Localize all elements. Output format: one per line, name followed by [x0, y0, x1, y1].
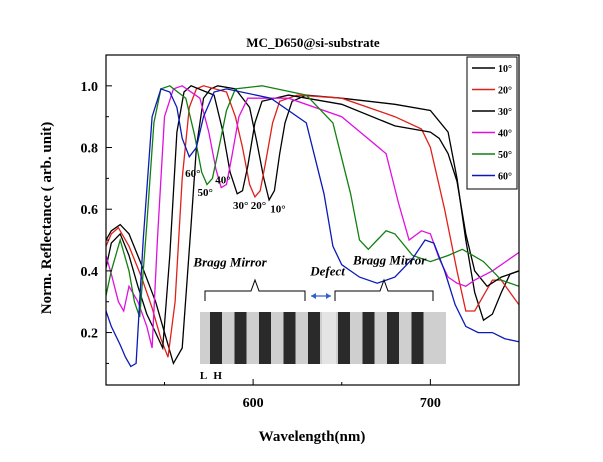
inset-dark-layer	[283, 312, 296, 364]
plot-lines	[106, 85, 519, 368]
y-tick-label: 1.0	[81, 80, 99, 95]
series-line-2	[106, 85, 519, 358]
legend: 10° 20° 30° 40° 50° 60°	[466, 56, 518, 190]
bragg-brace	[334, 278, 434, 301]
legend-label: 40°	[498, 129, 512, 140]
x-axis-label: Wavelength(nm)	[259, 429, 366, 445]
y-tick-label: 0.8	[81, 142, 99, 157]
series-line-1	[106, 85, 519, 366]
inset-dark-layer	[387, 312, 399, 364]
inset-dark-layer	[338, 312, 350, 364]
axes: 600 700 0.2 0.4 0.6 0.8 1.0	[81, 54, 520, 411]
annotation-label: 40°	[215, 175, 230, 187]
legend-label: 10°	[498, 64, 512, 75]
annotation-label: 50°	[198, 187, 213, 199]
inset-dark-layer	[234, 312, 247, 364]
series-line-5	[106, 85, 519, 318]
series-line-6	[106, 88, 519, 368]
plot-frame	[105, 54, 520, 386]
annotation-label: Bragg Mirror	[192, 254, 267, 269]
inset-defect-layer	[322, 312, 336, 364]
annotation-label: Bragg Mirror	[352, 253, 427, 268]
annotation-label: L	[200, 370, 207, 382]
x-tick-label: 600	[243, 396, 264, 411]
y-tick-label: 0.6	[81, 203, 99, 218]
annotation-label: 60°	[185, 168, 200, 180]
defect-arrow-heads	[311, 293, 331, 299]
y-tick-label: 0.4	[81, 265, 99, 280]
x-tick-label: 700	[420, 396, 441, 411]
inset-dark-layer	[308, 312, 320, 364]
bragg-brace	[204, 278, 306, 301]
legend-label: 30°	[498, 107, 512, 118]
legend-box	[466, 56, 518, 190]
annotation-label: 20°	[251, 200, 266, 212]
bragg-mirror-inset	[200, 278, 446, 364]
chart-title: MC_D650@si-substrate	[246, 35, 380, 50]
inset-dark-layer	[210, 312, 222, 364]
legend-label: 60°	[498, 172, 512, 183]
annotations: 60° 50°40° 30° 20° 10° Bragg Mirror Defect Brag…	[185, 168, 427, 382]
annotation-label: Defect	[309, 264, 345, 279]
annotation-label: 30°	[233, 200, 248, 212]
inset-dark-layer	[259, 312, 271, 364]
series-line-3	[106, 85, 519, 351]
y-tick-label: 0.2	[81, 327, 99, 342]
annotation-label: 10°	[270, 203, 285, 215]
legend-label: 50°	[498, 150, 512, 161]
annotation-label: H	[213, 370, 222, 382]
inset-dark-layer	[411, 312, 424, 364]
legend-label: 20°	[498, 86, 512, 97]
inset-dark-layer	[362, 312, 375, 364]
y-axis-label: Norm. Reflectance ( arb. unit)	[39, 122, 55, 314]
